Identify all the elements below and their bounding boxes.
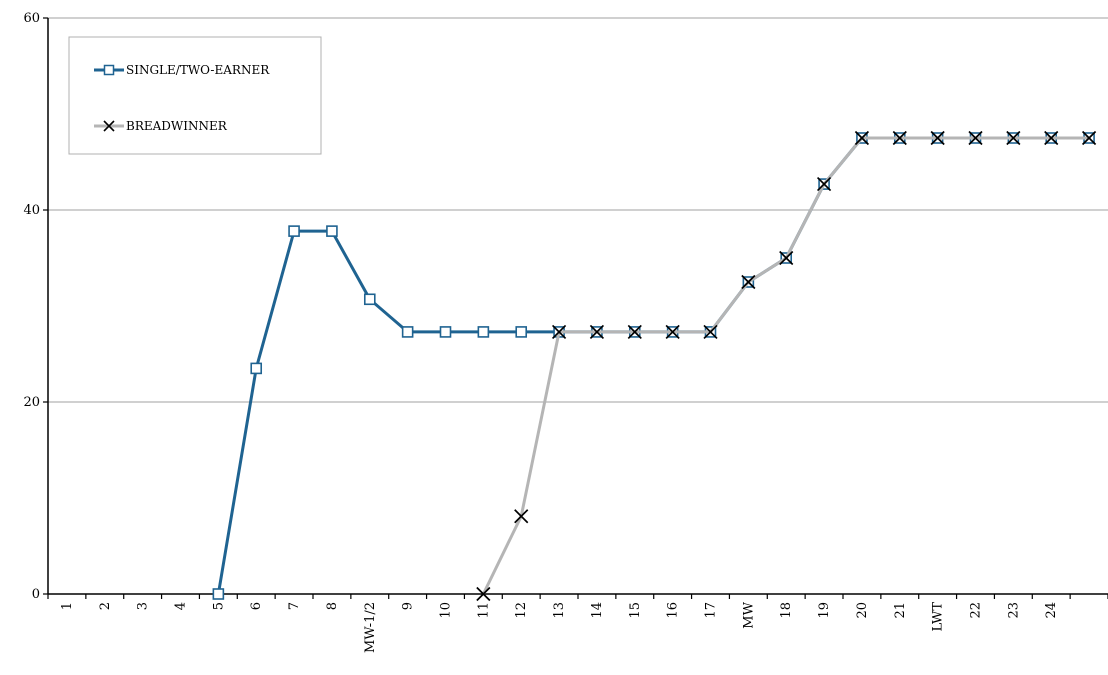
data-point-x xyxy=(514,509,529,524)
legend-item-single-two-earner: SINGLE/TWO-EARNER xyxy=(94,63,270,77)
x-tick-label: 19 xyxy=(817,602,832,619)
data-point-square xyxy=(326,225,338,237)
x-tick-label: 9 xyxy=(401,602,416,610)
x-tick-label: LWT xyxy=(931,602,946,632)
data-point-x xyxy=(968,130,983,146)
legend-box xyxy=(68,36,322,155)
data-point-x-stroke xyxy=(514,509,529,524)
data-point-square xyxy=(288,225,300,237)
x-tick-label: 2 xyxy=(98,602,113,610)
x-tick-label: 17 xyxy=(704,602,719,619)
x-tick-label: 6 xyxy=(249,602,264,610)
gridlines xyxy=(48,17,1108,403)
legend-item-breadwinner: BREADWINNER xyxy=(94,119,228,133)
data-point-x-stroke xyxy=(854,130,870,146)
legend: SINGLE/TWO-EARNER BREADWINNER xyxy=(68,36,322,155)
x-tick-label: 5 xyxy=(211,602,226,610)
data-point-x xyxy=(551,324,567,340)
x-tick-label: 24 xyxy=(1044,602,1059,619)
series-1 xyxy=(476,130,1097,602)
data-point-x-stroke xyxy=(589,324,605,340)
data-point-x xyxy=(703,324,718,340)
data-point-x-stroke xyxy=(741,274,756,290)
data-point-x-stroke xyxy=(1006,130,1021,146)
x-tick-label: 11 xyxy=(476,602,491,619)
legend-marker-x xyxy=(103,120,115,132)
data-point-x xyxy=(816,176,832,192)
data-point-x xyxy=(476,586,491,602)
data-point-square xyxy=(477,326,490,338)
data-point-x-stroke xyxy=(930,130,945,146)
data-point-x xyxy=(665,324,680,340)
data-point-x-stroke xyxy=(1044,130,1059,146)
y-tick-label-20: 20 xyxy=(23,395,40,410)
x-tick-label: 14 xyxy=(590,602,605,619)
data-point-x-stroke xyxy=(816,176,832,192)
x-tick-label: 22 xyxy=(969,602,984,619)
legend-marker-square xyxy=(103,64,115,76)
x-tick-label: 18 xyxy=(779,602,794,619)
data-point-x-stroke xyxy=(703,324,718,340)
x-tick-label: 12 xyxy=(514,602,529,619)
data-point-x xyxy=(589,324,605,340)
x-tick-label: MW xyxy=(741,601,756,628)
data-point-x xyxy=(779,250,794,266)
x-tick-label: 13 xyxy=(552,602,567,619)
data-point-x xyxy=(627,324,642,340)
y-tick-label-60: 60 xyxy=(23,11,40,26)
x-tick-label: 8 xyxy=(325,602,340,610)
x-tick-label: 4 xyxy=(174,602,189,610)
x-tick-label: 16 xyxy=(666,602,681,619)
x-tick-label: 21 xyxy=(893,602,908,619)
data-point-square xyxy=(515,326,528,338)
data-point-x-stroke xyxy=(892,130,907,146)
data-point-x xyxy=(1006,130,1021,146)
data-point-x xyxy=(1081,130,1097,146)
data-point-x-stroke xyxy=(551,324,567,340)
series xyxy=(212,130,1097,602)
x-tick-label: 3 xyxy=(136,602,151,610)
data-point-x-stroke xyxy=(968,130,983,146)
data-point-square xyxy=(363,293,376,306)
data-point-x xyxy=(741,274,756,290)
x-tick-label: 20 xyxy=(855,602,870,619)
series-line xyxy=(216,136,1090,595)
y-tick-label-40: 40 xyxy=(23,203,40,218)
series-line xyxy=(482,136,1090,595)
series-0 xyxy=(212,132,1095,600)
legend-label-single-two-earner: SINGLE/TWO-EARNER xyxy=(126,63,270,77)
legend-label-breadwinner: BREADWINNER xyxy=(126,119,228,133)
x-tick-label: 7 xyxy=(287,602,302,610)
data-point-x xyxy=(854,130,870,146)
data-point-x-stroke xyxy=(627,324,642,340)
y-tick-label-0: 0 xyxy=(32,587,40,602)
data-point-x xyxy=(1044,130,1059,146)
data-point-x-stroke xyxy=(779,250,794,266)
x-tick-label: 15 xyxy=(628,602,643,619)
x-tick-label: 10 xyxy=(439,602,454,619)
data-point-square xyxy=(439,326,452,338)
data-point-x-stroke xyxy=(665,324,680,340)
data-point-x xyxy=(892,130,907,146)
x-tick-label: 1 xyxy=(60,602,75,610)
data-point-x xyxy=(930,130,945,146)
data-point-square xyxy=(250,362,263,375)
data-point-square xyxy=(401,326,414,338)
data-point-x-stroke xyxy=(476,586,491,602)
data-point-x-stroke xyxy=(1081,130,1097,146)
data-point-square xyxy=(212,588,225,600)
x-tick-label: 23 xyxy=(1006,602,1021,619)
x-tick-label: MW-1/2 xyxy=(363,602,378,653)
